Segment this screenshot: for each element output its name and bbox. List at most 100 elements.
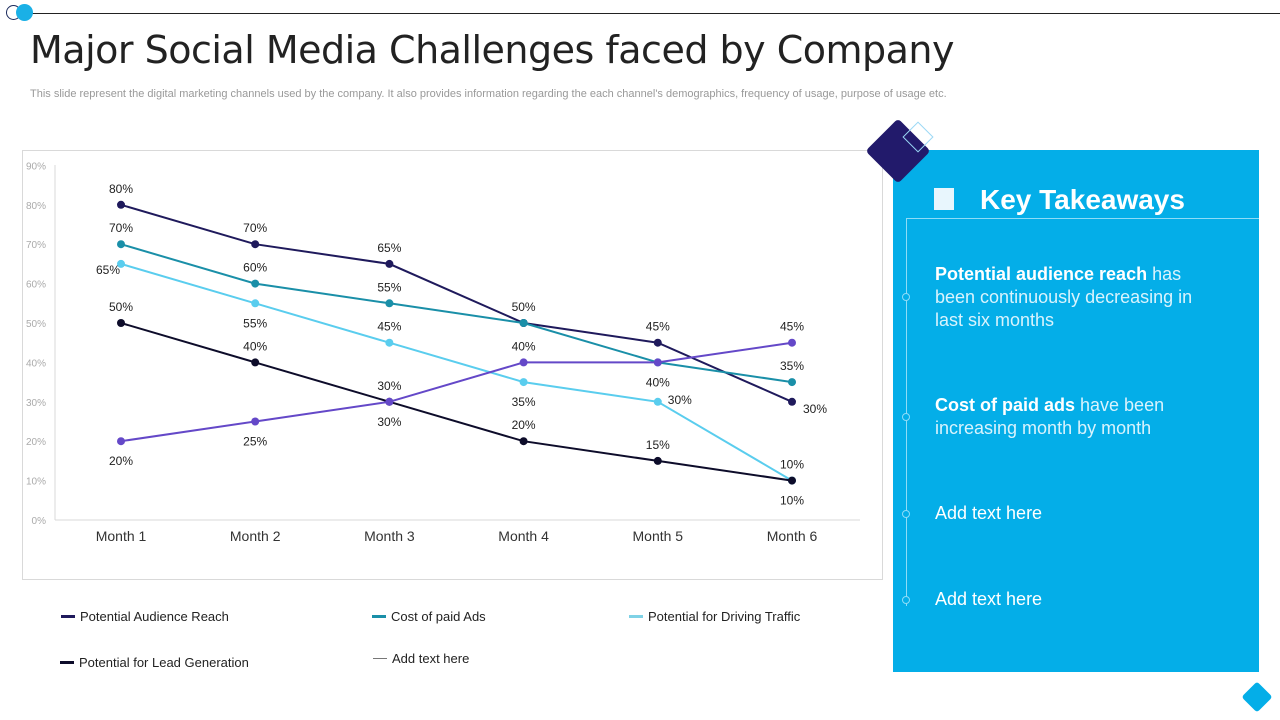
- data-point: [251, 299, 260, 308]
- timeline-line: [906, 218, 907, 606]
- takeaway-item: Potential audience reach has been contin…: [935, 264, 1193, 330]
- divider: [906, 218, 1259, 219]
- checklist-icon: [934, 188, 954, 210]
- data-point: [117, 200, 125, 209]
- data-point: [653, 358, 662, 367]
- data-label: 10%: [780, 494, 804, 508]
- key-takeaways-title: Key Takeaways: [980, 184, 1185, 215]
- data-label: 45%: [377, 320, 401, 334]
- data-point: [519, 437, 528, 446]
- legend-swatch: [629, 615, 643, 618]
- data-label: 30%: [377, 379, 401, 393]
- takeaway-item: Cost of paid ads have been increasing mo…: [935, 395, 1165, 438]
- data-label: 20%: [512, 418, 536, 432]
- header-rule: [26, 13, 1280, 14]
- y-tick-label: 80%: [26, 201, 46, 212]
- x-tick-label: Month 3: [364, 528, 415, 544]
- takeaway-item: Add text here: [935, 589, 1043, 609]
- data-label: 70%: [243, 221, 267, 235]
- y-tick-label: 10%: [26, 477, 46, 488]
- y-tick-label: 0%: [32, 516, 47, 527]
- data-point: [251, 417, 260, 426]
- page-subtitle: This slide represent the digital marketi…: [30, 88, 947, 100]
- y-tick-label: 90%: [26, 161, 46, 172]
- y-tick-label: 50%: [26, 319, 46, 330]
- data-point: [117, 437, 125, 446]
- data-label: 50%: [109, 300, 133, 314]
- x-tick-label: Month 6: [767, 528, 818, 544]
- legend-item: Potential for Driving Traffic: [629, 609, 800, 624]
- y-tick-label: 40%: [26, 358, 46, 369]
- data-label: 35%: [780, 359, 804, 373]
- data-label: 20%: [109, 454, 133, 468]
- legend-item: Cost of paid Ads: [372, 609, 486, 624]
- legend-swatch: [372, 615, 386, 618]
- legend-swatch: [61, 615, 75, 618]
- data-point: [788, 476, 796, 485]
- data-point: [251, 279, 260, 288]
- series-line: [120, 341, 793, 443]
- data-point: [385, 338, 394, 347]
- data-label: 50%: [512, 300, 536, 314]
- series-line: [120, 243, 793, 384]
- page-title: Major Social Media Challenges faced by C…: [30, 28, 955, 72]
- data-label: 65%: [377, 241, 401, 255]
- timeline-dot: [902, 510, 910, 518]
- data-label: 45%: [780, 320, 804, 334]
- y-tick-label: 30%: [26, 398, 46, 409]
- data-point: [385, 397, 394, 406]
- chart-frame: [22, 150, 883, 580]
- legend-item: Potential for Lead Generation: [60, 655, 249, 670]
- data-point: [519, 319, 528, 327]
- x-tick-label: Month 1: [96, 528, 147, 544]
- data-point: [117, 240, 125, 249]
- key-takeaways-panel: [893, 150, 1259, 672]
- data-label: 25%: [243, 435, 267, 449]
- data-label: 55%: [243, 316, 267, 330]
- legend-item: Potential Audience Reach: [61, 609, 229, 624]
- series-line: [120, 322, 793, 482]
- data-point: [653, 338, 662, 347]
- data-label: 80%: [109, 182, 133, 196]
- data-point: [519, 378, 528, 387]
- data-label: 40%: [243, 339, 267, 353]
- data-point: [385, 259, 394, 268]
- data-label: 40%: [646, 375, 670, 389]
- data-label: 70%: [109, 221, 133, 235]
- data-label: 60%: [243, 261, 267, 275]
- series-line: [120, 262, 793, 482]
- data-point: [251, 240, 260, 249]
- data-label: 45%: [646, 320, 670, 334]
- takeaway-item: Add text here: [935, 503, 1043, 523]
- timeline-dot: [902, 293, 910, 301]
- y-tick-label: 70%: [26, 240, 46, 251]
- y-tick-label: 60%: [26, 280, 46, 291]
- data-point: [788, 338, 796, 347]
- data-point: [251, 358, 260, 367]
- legend-swatch: [60, 661, 74, 664]
- data-point: [117, 319, 125, 327]
- timeline-dot: [902, 413, 910, 421]
- data-point: [788, 397, 796, 406]
- data-label: 55%: [377, 280, 401, 294]
- data-label: 10%: [780, 458, 804, 472]
- x-tick-label: Month 5: [633, 528, 684, 544]
- data-label: 30%: [668, 393, 692, 407]
- x-tick-label: Month 4: [498, 528, 549, 544]
- legend-item: Add text here: [373, 651, 469, 666]
- decor-circle-filled: [16, 4, 33, 21]
- legend-swatch: [373, 658, 387, 659]
- timeline-dot: [902, 596, 910, 604]
- data-point: [653, 397, 662, 406]
- data-point: [117, 259, 125, 268]
- data-label: 30%: [803, 402, 827, 416]
- data-point: [385, 299, 394, 308]
- data-point: [519, 358, 528, 367]
- data-point: [788, 378, 796, 387]
- data-label: 40%: [512, 339, 536, 353]
- data-label: 15%: [646, 438, 670, 452]
- data-label: 30%: [377, 415, 401, 429]
- y-tick-label: 20%: [26, 437, 46, 448]
- data-label: 35%: [512, 395, 536, 409]
